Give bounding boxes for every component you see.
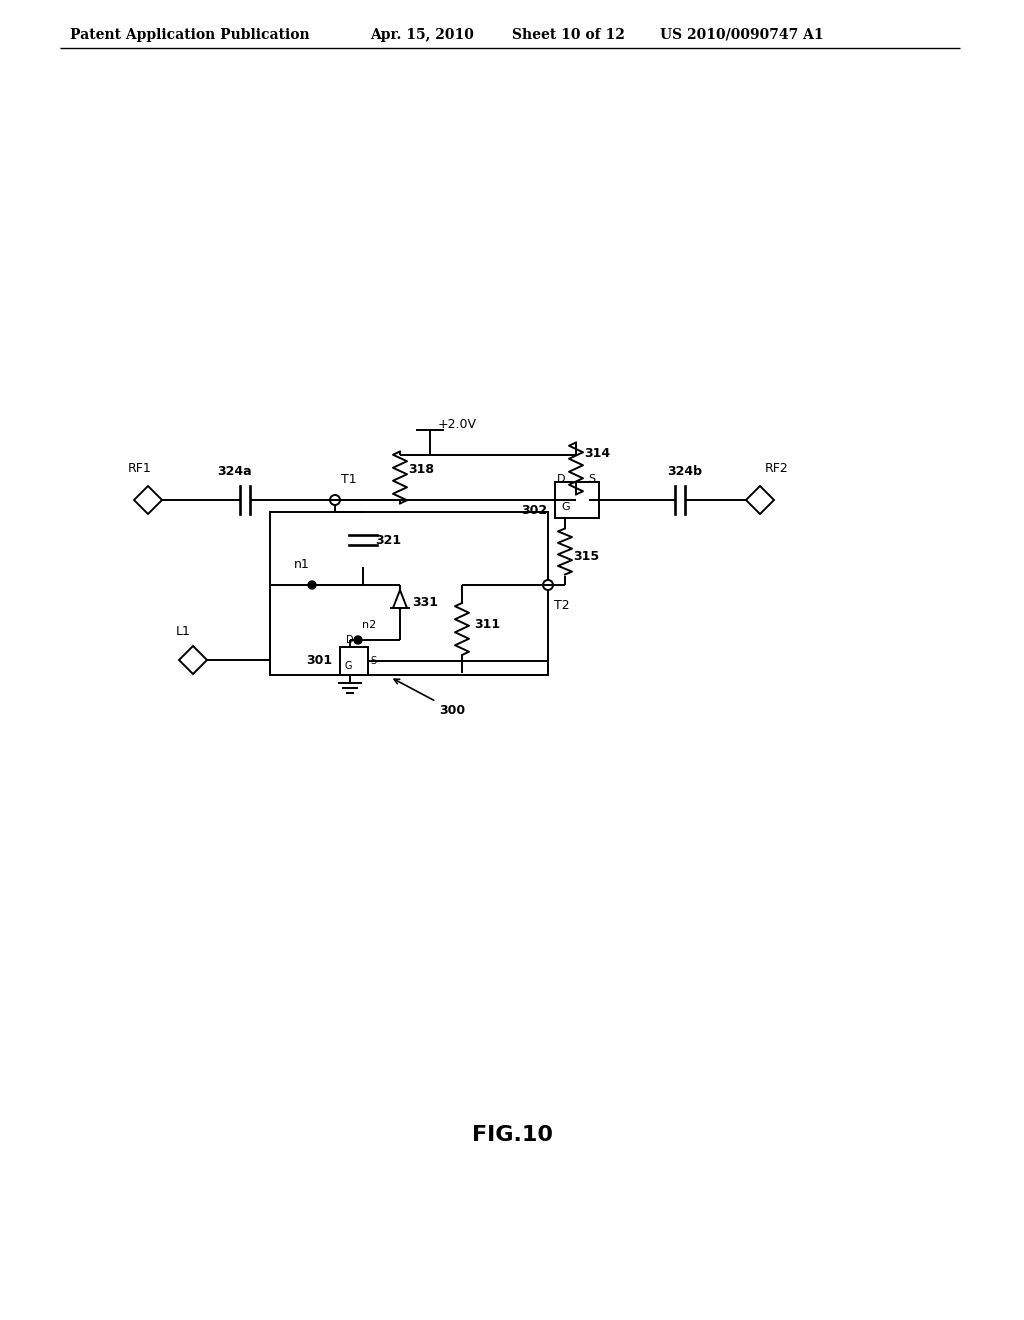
Text: RF1: RF1 bbox=[128, 462, 152, 475]
Bar bbox=[270, 512, 548, 675]
Text: 302: 302 bbox=[521, 503, 547, 516]
Text: 301: 301 bbox=[306, 655, 332, 668]
Text: 318: 318 bbox=[408, 463, 434, 477]
Text: G: G bbox=[344, 661, 352, 671]
Text: T2: T2 bbox=[554, 599, 569, 612]
Text: 324a: 324a bbox=[218, 465, 252, 478]
Text: D: D bbox=[557, 474, 565, 484]
Text: Patent Application Publication: Patent Application Publication bbox=[70, 28, 309, 42]
Circle shape bbox=[354, 636, 362, 644]
Text: L1: L1 bbox=[175, 624, 190, 638]
Text: +2.0V: +2.0V bbox=[438, 417, 477, 430]
Text: D: D bbox=[346, 635, 354, 645]
Text: Apr. 15, 2010: Apr. 15, 2010 bbox=[370, 28, 474, 42]
Text: n1: n1 bbox=[294, 558, 309, 572]
Circle shape bbox=[543, 579, 553, 590]
Text: 331: 331 bbox=[412, 597, 438, 610]
Text: S: S bbox=[588, 474, 595, 484]
Text: T1: T1 bbox=[341, 473, 356, 486]
Text: 321: 321 bbox=[375, 533, 401, 546]
Text: 300: 300 bbox=[394, 680, 465, 717]
Text: US 2010/0090747 A1: US 2010/0090747 A1 bbox=[660, 28, 823, 42]
Text: Sheet 10 of 12: Sheet 10 of 12 bbox=[512, 28, 625, 42]
Circle shape bbox=[330, 495, 340, 506]
Bar bbox=[340, 647, 368, 675]
Bar bbox=[555, 482, 599, 517]
Text: 314: 314 bbox=[584, 447, 610, 459]
Circle shape bbox=[308, 581, 316, 589]
Text: 315: 315 bbox=[573, 550, 599, 564]
Text: FIG.10: FIG.10 bbox=[471, 1125, 553, 1144]
Text: 311: 311 bbox=[474, 618, 500, 631]
Text: n2: n2 bbox=[362, 620, 376, 630]
Text: RF2: RF2 bbox=[765, 462, 788, 475]
Text: G: G bbox=[561, 502, 569, 512]
Text: S: S bbox=[370, 656, 376, 667]
Text: 324b: 324b bbox=[668, 465, 702, 478]
